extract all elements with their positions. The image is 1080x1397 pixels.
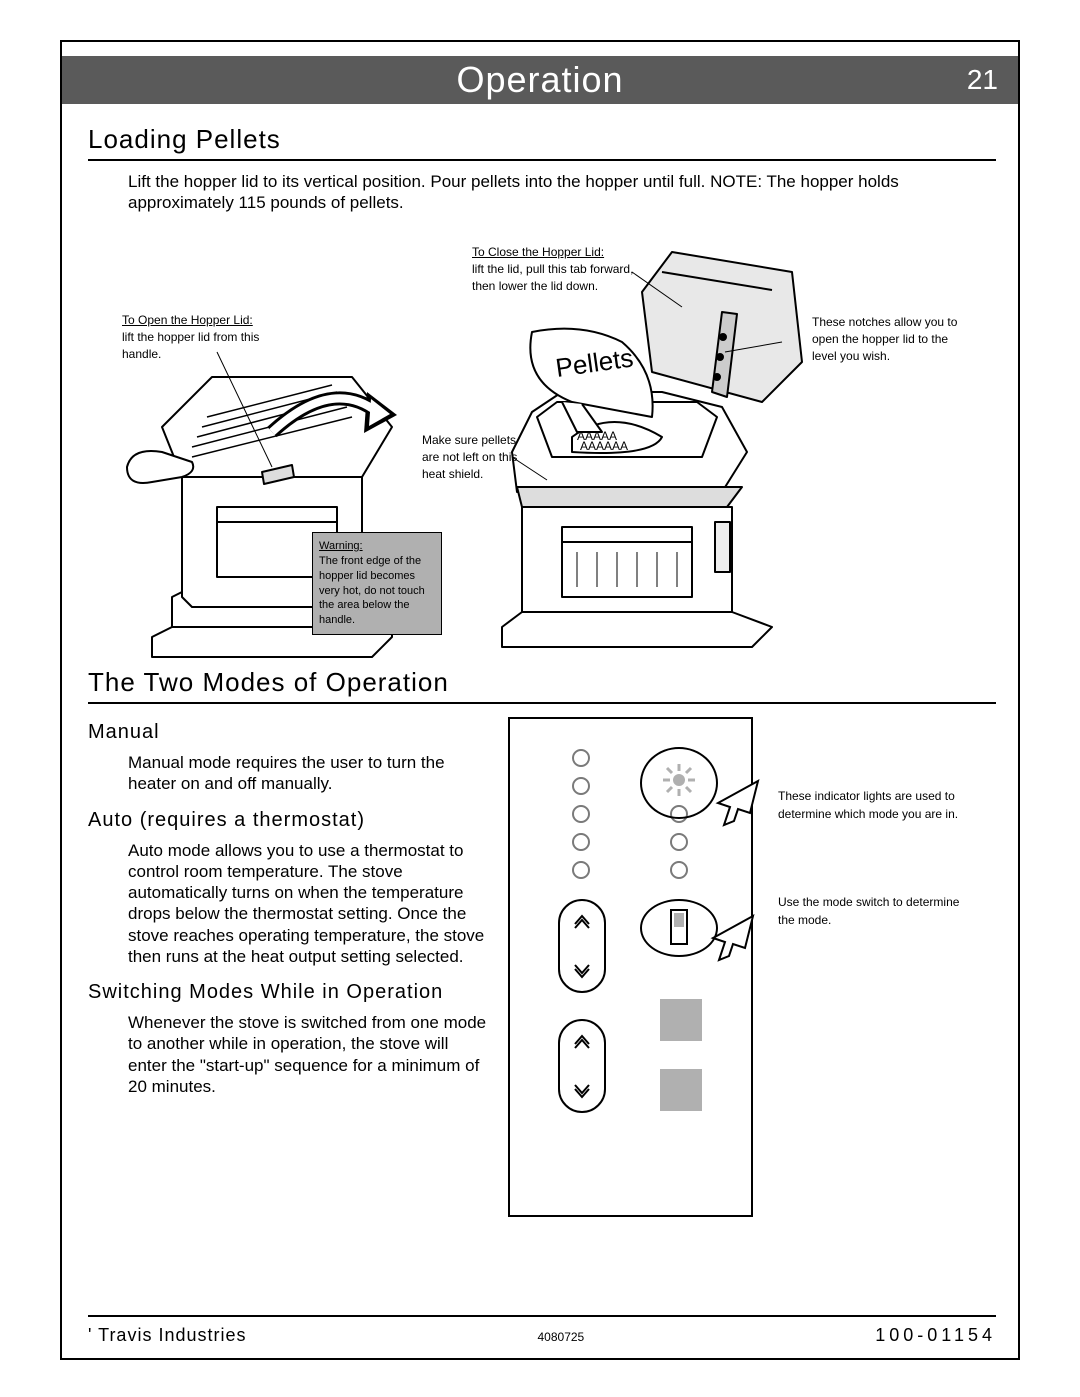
- manual-text: Manual mode requires the user to turn th…: [128, 752, 488, 795]
- note-mode-switch: Use the mode switch to determine the mod…: [778, 893, 978, 929]
- page-footer: ' Travis Industries 4080725 100-01154: [88, 1315, 996, 1346]
- indicator-light-icon: [572, 805, 590, 823]
- control-panel-diagram: [508, 717, 753, 1217]
- updown-button-icon: [558, 1019, 606, 1113]
- pointer-arrow-icon: [705, 914, 755, 964]
- note-close-lid: To Close the Hopper Lid: lift the lid, p…: [472, 244, 652, 294]
- header-title: Operation: [456, 59, 623, 101]
- indicator-light-icon: [572, 861, 590, 879]
- note-heatshield: Make sure pellets are not left on this h…: [422, 432, 532, 482]
- panel-button-icon: [660, 1069, 702, 1111]
- section-two-modes: The Two Modes of Operation Manual Manual…: [88, 667, 996, 714]
- chevron-up-icon: [572, 914, 592, 934]
- auto-title: Auto (requires a thermostat): [88, 809, 488, 832]
- modes-text-column: Manual Manual mode requires the user to …: [88, 707, 488, 1097]
- chevron-down-icon: [572, 959, 592, 979]
- footer-company: ' Travis Industries: [88, 1325, 246, 1346]
- updown-button-icon: [558, 899, 606, 993]
- close-lid-title: To Close the Hopper Lid:: [472, 244, 652, 261]
- page-frame: Operation 21 Loading Pellets Lift the ho…: [60, 40, 1020, 1360]
- section-loading-pellets: Loading Pellets Lift the hopper lid to i…: [88, 124, 996, 214]
- note-open-lid: To Open the Hopper Lid: lift the hopper …: [122, 312, 302, 362]
- svg-text:AAAAAA: AAAAAA: [580, 439, 628, 453]
- warning-title: Warning:: [319, 539, 435, 554]
- note-notches: These notches allow you to open the hopp…: [812, 314, 972, 364]
- loading-title: Loading Pellets: [88, 124, 996, 161]
- mode-switch-icon: [670, 909, 688, 945]
- open-lid-text: lift the hopper lid from this handle.: [122, 329, 302, 363]
- loading-intro: Lift the hopper lid to its vertical posi…: [128, 171, 996, 214]
- chevron-up-icon: [572, 1034, 592, 1054]
- manual-title: Manual: [88, 721, 488, 744]
- pointer-arrow-icon: [710, 779, 760, 829]
- mode-light-icon: [670, 833, 688, 851]
- indicator-light-icon: [572, 777, 590, 795]
- modes-title: The Two Modes of Operation: [88, 667, 996, 704]
- warning-text: The front edge of the hopper lid becomes…: [319, 554, 435, 628]
- warning-box: Warning: The front edge of the hopper li…: [312, 532, 442, 635]
- indicator-light-icon: [572, 749, 590, 767]
- auto-text: Auto mode allows you to use a thermostat…: [128, 840, 488, 968]
- close-lid-text: lift the lid, pull this tab forward, the…: [472, 261, 652, 295]
- footer-doc-number: 4080725: [538, 1330, 585, 1344]
- panel-notes: These indicator lights are used to deter…: [778, 767, 978, 929]
- mode-light-icon: [670, 861, 688, 879]
- header-bar: Operation 21: [62, 56, 1018, 104]
- open-lid-title: To Open the Hopper Lid:: [122, 312, 302, 329]
- page-number: 21: [967, 64, 998, 96]
- chevron-down-icon: [572, 1079, 592, 1099]
- loading-diagram: AAAAA AAAAAA: [112, 232, 972, 662]
- footer-part-number: 100-01154: [875, 1325, 996, 1346]
- callout-oval-lights: [640, 747, 718, 819]
- switching-text: Whenever the stove is switched from one …: [128, 1012, 488, 1097]
- note-indicator-lights: These indicator lights are used to deter…: [778, 787, 978, 823]
- panel-button-icon: [660, 999, 702, 1041]
- switching-title: Switching Modes While in Operation: [88, 981, 488, 1004]
- indicator-light-icon: [572, 833, 590, 851]
